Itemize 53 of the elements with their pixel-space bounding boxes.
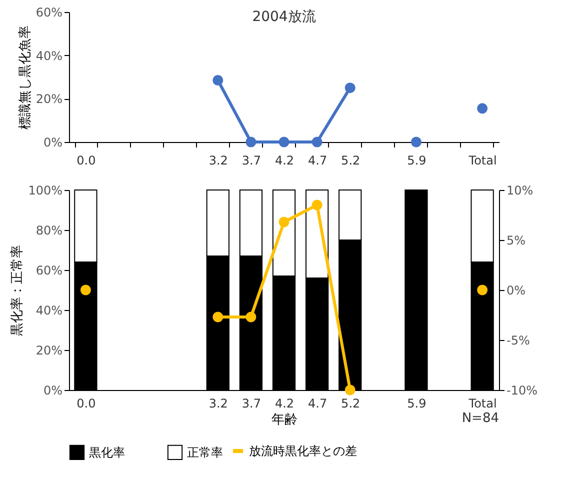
y-tick-label: 60% [36, 264, 62, 278]
x-tick-label: 5.9 [407, 154, 426, 168]
y2-tick-label: 0% [506, 284, 526, 298]
x-tick-label: Total [468, 154, 497, 168]
y-tick-label: 100% [28, 184, 62, 198]
y-tick-label: 60% [36, 6, 62, 20]
point [344, 384, 356, 396]
x-tick-label: 5.9 [407, 396, 426, 410]
point [410, 136, 422, 148]
y-tick-label: 0% [43, 136, 62, 150]
x-tick-label: 5.2 [341, 154, 360, 168]
y-tick-label: 20% [36, 344, 62, 358]
y2-tick-label: 5% [506, 234, 526, 248]
legend-label: 黒化率 [89, 445, 125, 460]
y-tick-label: 40% [36, 48, 62, 63]
point [212, 75, 224, 86]
x-tick-label: 0.0 [76, 396, 96, 410]
x-tick-label: 4.7 [308, 154, 328, 168]
y-tick-label: 40% [36, 304, 62, 318]
chart-title: 2004放流 [252, 9, 316, 25]
point [278, 216, 290, 228]
x-tick-label: 3.7 [242, 396, 261, 410]
x-tick-label: 4.2 [274, 154, 294, 168]
point [80, 284, 91, 296]
point [246, 312, 256, 322]
point [312, 136, 322, 148]
x-tick-label: 3.2 [208, 154, 228, 168]
x-tick-label: 0.0 [76, 154, 96, 168]
y2-tick-label: -5% [506, 334, 530, 348]
y-axis-title: 標識無し黒化魚率 [16, 26, 33, 130]
y-tick-label: 80% [36, 224, 62, 238]
point [477, 103, 488, 114]
point [246, 136, 256, 148]
y-axis-title: 黒化率：正常率 [9, 245, 26, 336]
point [278, 136, 290, 148]
point [312, 200, 322, 210]
legend-label: 正常率 [187, 445, 223, 460]
legend-label: 放流時黒化率との差 [249, 444, 357, 458]
y-tick-label: 20% [36, 92, 62, 106]
point [477, 284, 488, 296]
x-axis-title: 年齢 [272, 412, 298, 428]
y2-tick-label: -10% [506, 384, 538, 398]
point [212, 312, 224, 322]
point [344, 82, 356, 94]
x-tick-label: 3.7 [242, 154, 261, 168]
x-tick-label: 5.2 [341, 396, 360, 410]
y2-tick-label: 10% [506, 184, 534, 198]
text: N=84 [462, 411, 499, 426]
x-tick-label: 4.2 [274, 396, 294, 410]
x-tick-label: 4.7 [308, 396, 328, 410]
x-tick-label: 3.2 [208, 396, 228, 410]
x-tick-label: Total [468, 396, 497, 410]
y-tick-label: 0% [43, 384, 62, 398]
